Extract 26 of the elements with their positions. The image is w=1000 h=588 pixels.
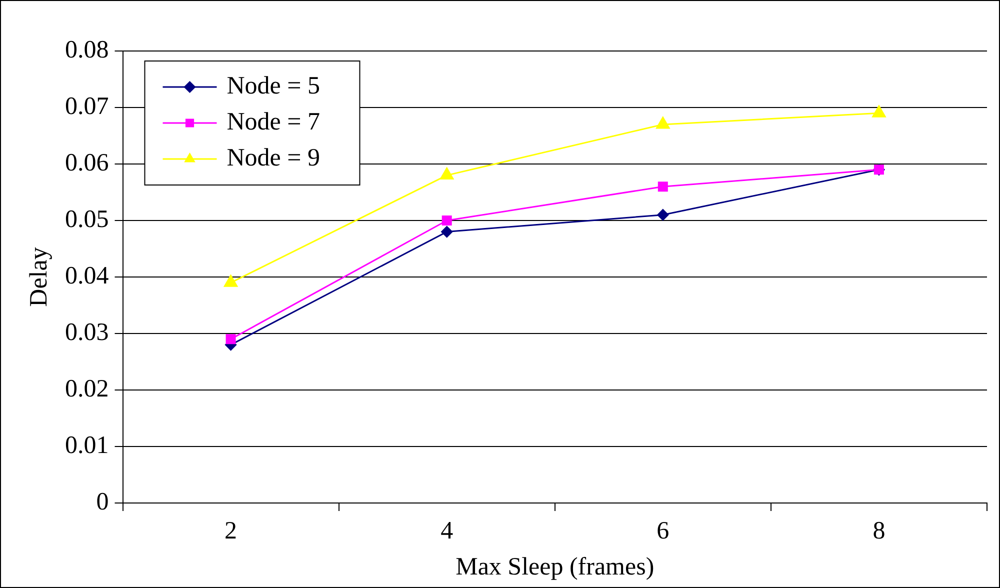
y-tick-label: 0.05 [65, 206, 109, 234]
legend-label: Node = 9 [226, 144, 320, 172]
y-tick-label: 0.02 [65, 376, 109, 403]
x-tick-label: 8 [872, 518, 886, 545]
point [442, 216, 452, 226]
point [872, 105, 886, 118]
x-tick-label: 6 [656, 518, 670, 545]
x-tick-label: 2 [224, 518, 238, 545]
point [656, 116, 670, 129]
y-axis-title: Delay [26, 246, 53, 307]
y-tick-label: 0.07 [65, 93, 109, 120]
y-tick-label: 0.06 [65, 150, 109, 177]
y-tick-label: 0.03 [65, 319, 109, 346]
x-tick-label: 4 [440, 518, 454, 545]
y-tick-label: 0 [96, 488, 109, 516]
legend-label: Node = 7 [226, 108, 320, 136]
point [657, 209, 669, 221]
point [658, 182, 668, 192]
y-tick-label: 0.04 [65, 262, 110, 290]
y-tick-label: 0.01 [65, 432, 109, 460]
x-axis-title: Max Sleep (frames) [456, 554, 654, 581]
point [440, 168, 454, 180]
legend-label: Node = 5 [226, 72, 320, 100]
point [441, 226, 453, 238]
y-tick-label: 0.08 [65, 36, 109, 64]
point [226, 334, 236, 344]
